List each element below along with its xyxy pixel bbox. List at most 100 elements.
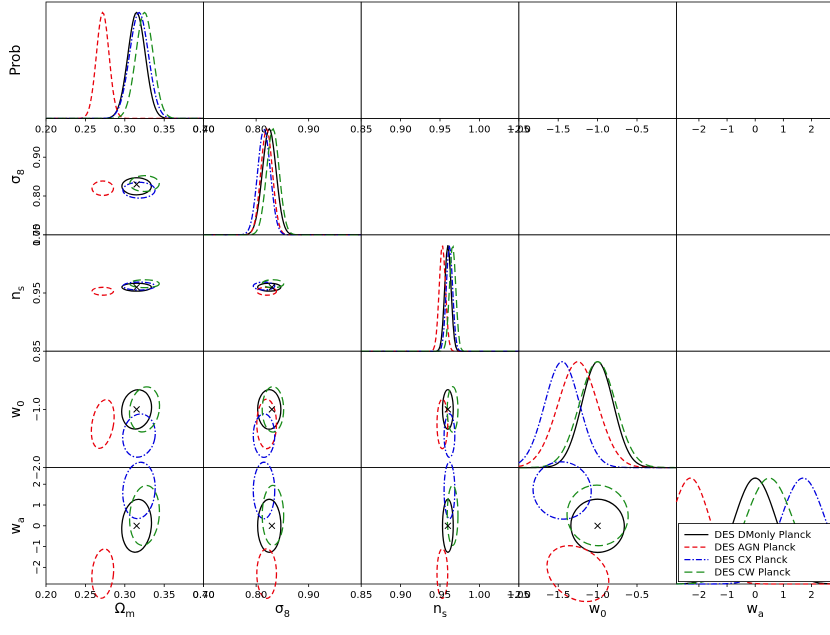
marginal-0-3 [518, 361, 677, 469]
x-axis-title-4: wa [746, 601, 763, 620]
panel-2-0 [45, 234, 205, 352]
x-tick-label: −1 [720, 590, 735, 601]
panel-3-3 [518, 350, 677, 469]
contour-0-4-1 [257, 498, 282, 553]
y-axis-title-3: w0 [8, 401, 27, 419]
x-tick-label: 0 [752, 124, 758, 135]
contour-3-1-0 [129, 175, 160, 193]
x-tick-label: 0.90 [298, 590, 320, 601]
marginal-1-0 [46, 11, 204, 120]
contour-0-1-0 [121, 177, 153, 196]
legend-label-3: DES CW Planck [714, 568, 790, 579]
fiducial-marker [133, 406, 140, 413]
x-tick-label: −1.0 [585, 590, 609, 601]
marginal-2-3 [518, 361, 677, 469]
y-tick-label: −1 [32, 539, 43, 554]
marginal-1-3 [518, 361, 677, 469]
x-tick-label: 0.20 [35, 124, 57, 135]
panel-1-2 [360, 118, 520, 236]
contour-2-4-0 [122, 461, 156, 520]
x-axis-title-1: σ8 [275, 601, 290, 620]
contour-0-2-0 [121, 282, 153, 292]
y-axis-title-2: ns [8, 286, 27, 300]
x-tick-label: 1.00 [468, 590, 490, 601]
x-tick-label: 1.05 [508, 124, 530, 135]
panel-0-3 [518, 1, 677, 119]
panel-frame [518, 1, 677, 119]
panel-frame [676, 118, 830, 236]
panel-3-4 [676, 350, 830, 469]
panel-frame [203, 234, 362, 352]
panel-0-2 [360, 1, 520, 119]
x-tick-label: 0.90 [389, 590, 411, 601]
x-tick-label: −1.0 [585, 124, 609, 135]
x-tick-label: 0.70 [192, 124, 214, 135]
x-tick-label: 0.80 [245, 590, 267, 601]
contour-1-4-1 [256, 548, 278, 599]
x-tick-label: 0.30 [114, 124, 136, 135]
contour-1-1-0 [91, 180, 115, 197]
y-tick-label: 0.85 [32, 340, 43, 362]
x-tick-label: 0.90 [389, 124, 411, 135]
prob-label: Prob [8, 45, 24, 76]
contour-3-4-0 [128, 484, 161, 547]
panel-frame [203, 1, 362, 119]
contour-0-2-1 [257, 282, 282, 292]
x-tick-label: 0.40 [192, 590, 214, 601]
x-tick-label: 0 [752, 590, 758, 601]
contour-3-4-2 [446, 484, 459, 547]
panel-frame [360, 467, 520, 585]
contour-3-2-0 [129, 279, 160, 289]
x-tick-label: −2 [692, 590, 707, 601]
x-tick-label: 0.70 [192, 590, 214, 601]
panel-frame [360, 350, 520, 469]
contour-3-4-3 [566, 484, 629, 547]
marginal-0-0 [46, 11, 204, 120]
panel-frame [676, 1, 830, 119]
y-tick-label: 0 [32, 523, 43, 529]
x-tick-label: 0.35 [153, 124, 175, 135]
contour-2-4-2 [443, 461, 456, 520]
panel-frame [518, 118, 677, 236]
x-axis-title-0: Ωm [115, 601, 135, 620]
panel-1-3 [518, 118, 677, 236]
marginal-0-1 [203, 127, 362, 236]
x-tick-label: 0.40 [192, 124, 214, 135]
fiducial-marker [594, 522, 601, 530]
panel-4-1 [203, 461, 362, 599]
contour-2-4-3 [532, 461, 592, 520]
panel-0-4 [676, 1, 830, 119]
panel-frame [676, 350, 830, 469]
contour-3-3-1 [261, 385, 285, 433]
x-tick-label: 0.85 [350, 124, 372, 135]
marginal-3-3 [518, 361, 677, 469]
y-tick-label: 0.95 [32, 282, 43, 304]
contour-2-3-0 [122, 413, 156, 458]
panel-3-2 [360, 350, 520, 469]
marginal-1-2 [361, 245, 519, 352]
y-axis-title-4: wa [8, 517, 27, 534]
contour-2-3-2 [443, 413, 456, 459]
contour-1-3-1 [256, 398, 278, 450]
contour-1-4-0 [91, 548, 115, 599]
contour-0-3-1 [257, 388, 282, 430]
x-tick-label: 0.85 [350, 590, 372, 601]
marginal-2-0 [46, 11, 204, 120]
x-tick-label: 1 [780, 124, 786, 135]
x-tick-label: 1.00 [468, 124, 490, 135]
x-axis-title-3: w0 [589, 601, 607, 620]
panel-frame [360, 118, 520, 236]
x-tick-label: 0.80 [245, 124, 267, 135]
panel-frame [518, 234, 677, 352]
contour-1-2-0 [91, 286, 115, 296]
panel-2-4 [676, 234, 830, 352]
x-tick-label: 1 [780, 590, 786, 601]
x-tick-label: 0.95 [429, 590, 451, 601]
x-tick-label: 0.20 [35, 590, 57, 601]
y-tick-label: 2 [32, 481, 43, 487]
x-tick-label: −1.5 [546, 124, 570, 135]
x-tick-label: 0.25 [74, 124, 96, 135]
contour-3-4-1 [261, 484, 285, 547]
contour-1-4-3 [546, 545, 610, 603]
fiducial-marker [133, 522, 140, 530]
